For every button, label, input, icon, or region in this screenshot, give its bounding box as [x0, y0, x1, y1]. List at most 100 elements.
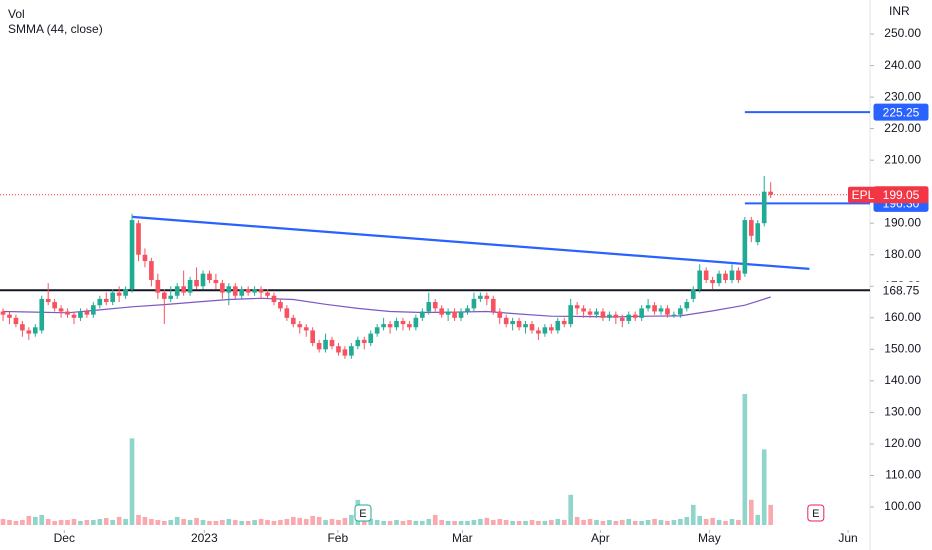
candle-body	[613, 314, 619, 318]
y-tick-label: 120.00	[884, 436, 921, 450]
candle-body	[316, 343, 322, 350]
x-tick-label: Apr	[591, 531, 610, 545]
volume-bar	[465, 520, 470, 525]
volume-bar	[561, 519, 567, 525]
candle-body	[510, 320, 515, 325]
volume-bar	[168, 519, 174, 525]
x-tick-label: Feb	[327, 531, 348, 545]
volume-bar	[103, 517, 109, 525]
candle-body	[516, 320, 522, 328]
candle-body	[168, 295, 174, 299]
candle-body	[265, 292, 270, 296]
volume-bar	[0, 518, 6, 525]
y-tick-label: 220.00	[884, 121, 921, 135]
volume-bar	[200, 519, 206, 525]
volume-bar	[136, 514, 141, 525]
symbol-tag	[848, 186, 878, 203]
volume-bar	[284, 518, 290, 525]
candle-body	[181, 286, 186, 293]
volume-bar	[39, 514, 45, 525]
candle-body	[678, 308, 683, 315]
volume-bar	[594, 519, 599, 525]
volume-bar	[729, 518, 735, 525]
volume-bar	[323, 519, 328, 525]
candle-body	[394, 320, 399, 328]
volume-bar	[13, 520, 19, 525]
candle-body	[690, 289, 696, 299]
candle-body	[39, 298, 45, 331]
candle-body	[368, 333, 374, 344]
x-tick-label: 2023	[191, 531, 218, 545]
candle-body	[471, 298, 477, 309]
price-tag-label: 225.25	[883, 105, 920, 119]
volume-bar	[78, 520, 83, 525]
volume-bar	[639, 520, 644, 525]
candle-body	[123, 289, 128, 296]
candle-body	[91, 305, 96, 315]
candle-body	[381, 324, 386, 328]
candle-body	[407, 324, 412, 328]
volume-bar	[58, 519, 64, 525]
volume-bar	[529, 519, 535, 525]
candle-body	[645, 305, 651, 309]
volume-bar	[503, 519, 509, 525]
candle-body	[361, 339, 367, 344]
candle-body	[220, 283, 225, 293]
volume-bar	[316, 516, 322, 525]
volume-bar	[181, 518, 186, 525]
event-marker	[354, 504, 372, 522]
volume-bar	[407, 519, 412, 525]
volume-bar	[490, 519, 496, 525]
trendline	[131, 215, 810, 270]
volume-bar	[710, 517, 715, 525]
candle-body	[129, 220, 135, 290]
candle-body	[329, 339, 335, 347]
volume-bar	[568, 494, 574, 525]
candle-body	[542, 327, 548, 334]
volume-bar	[278, 519, 283, 525]
volume-bar	[542, 520, 548, 525]
candle-body	[529, 324, 535, 331]
volume-bar	[129, 438, 135, 525]
x-tick-label: Mar	[452, 531, 473, 545]
volume-bar	[374, 519, 380, 525]
volume-bar	[329, 518, 335, 525]
candle-body	[503, 317, 509, 325]
volume-bar	[252, 519, 257, 525]
candle-body	[239, 289, 245, 296]
candle-body	[536, 330, 541, 334]
y-tick-label: 180.00	[884, 247, 921, 261]
candle-body	[271, 295, 277, 303]
candle-body	[658, 308, 664, 312]
price-tag	[873, 103, 929, 121]
y-tick-label: 100.00	[884, 499, 921, 513]
candle-body	[323, 339, 328, 350]
candle-body	[207, 273, 212, 280]
volume-bar	[297, 517, 303, 525]
candle-body	[355, 339, 361, 347]
volume-bar	[271, 520, 277, 525]
y-tick-label: 250.00	[884, 26, 921, 40]
candle-body	[136, 223, 141, 255]
volume-bar	[690, 504, 696, 525]
volume-bar	[290, 516, 296, 525]
candle-body	[52, 302, 57, 309]
candle-body	[155, 279, 161, 293]
candle-body	[729, 270, 735, 280]
y-tick-label: 240.00	[884, 58, 921, 72]
candle-body	[252, 289, 257, 293]
y-tick-label: 230.00	[884, 89, 921, 103]
candle-body	[439, 308, 444, 315]
volume-bar	[368, 518, 374, 525]
candle-body	[78, 311, 83, 318]
volume-bar	[149, 518, 154, 525]
volume-bar	[45, 518, 51, 525]
volume-bar	[613, 520, 619, 525]
volume-bar	[174, 516, 180, 525]
volume-bar	[671, 519, 677, 525]
candle-body	[71, 314, 77, 318]
volume-bar	[239, 520, 245, 525]
candle-body	[349, 346, 354, 356]
volume-bar	[516, 520, 522, 525]
